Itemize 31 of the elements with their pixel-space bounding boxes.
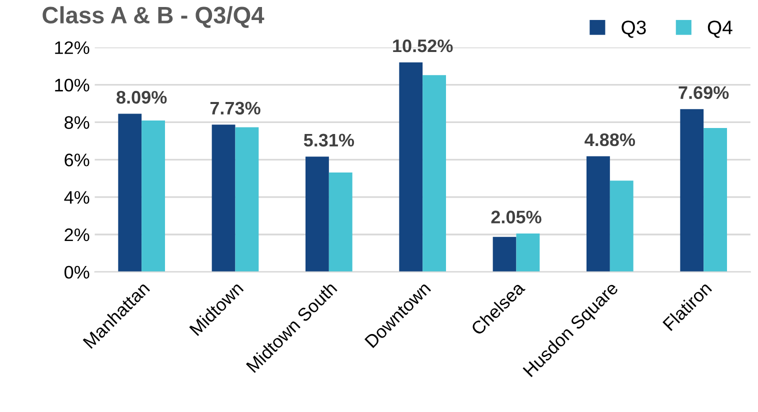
bar: [704, 128, 728, 272]
bar: [422, 75, 446, 272]
bar: [610, 180, 634, 272]
bar: [306, 156, 329, 272]
y-tick-label: 4%: [64, 191, 90, 204]
bar: [212, 124, 236, 272]
legend-label: Q3: [622, 20, 646, 38]
y-tick-label: 10%: [55, 78, 90, 92]
bar: [328, 172, 352, 272]
data-label: 4.88%: [584, 133, 636, 146]
data-label: 7.69%: [678, 86, 729, 100]
data-label: 7.73%: [210, 102, 260, 115]
bar: [399, 62, 423, 272]
bar: [680, 109, 704, 272]
bar: [516, 234, 540, 272]
y-tick-label: 12%: [55, 41, 90, 54]
bar: [492, 236, 516, 272]
y-tick-label: 0%: [64, 266, 90, 279]
bar: [142, 120, 165, 272]
legend-label: Q4: [708, 20, 732, 38]
bar: [118, 114, 142, 272]
y-tick-label: 8%: [64, 116, 90, 129]
bar: [586, 156, 610, 272]
y-tick-label: 6%: [64, 154, 90, 166]
data-label: 5.31%: [304, 134, 354, 147]
data-label: 8.09%: [116, 90, 167, 104]
bar: [235, 127, 259, 272]
data-label: 10.52%: [393, 39, 453, 52]
chart-title: Class A & B - Q3/Q4: [42, 6, 264, 28]
y-tick-label: 2%: [64, 228, 90, 242]
data-label: 2.05%: [491, 210, 542, 224]
